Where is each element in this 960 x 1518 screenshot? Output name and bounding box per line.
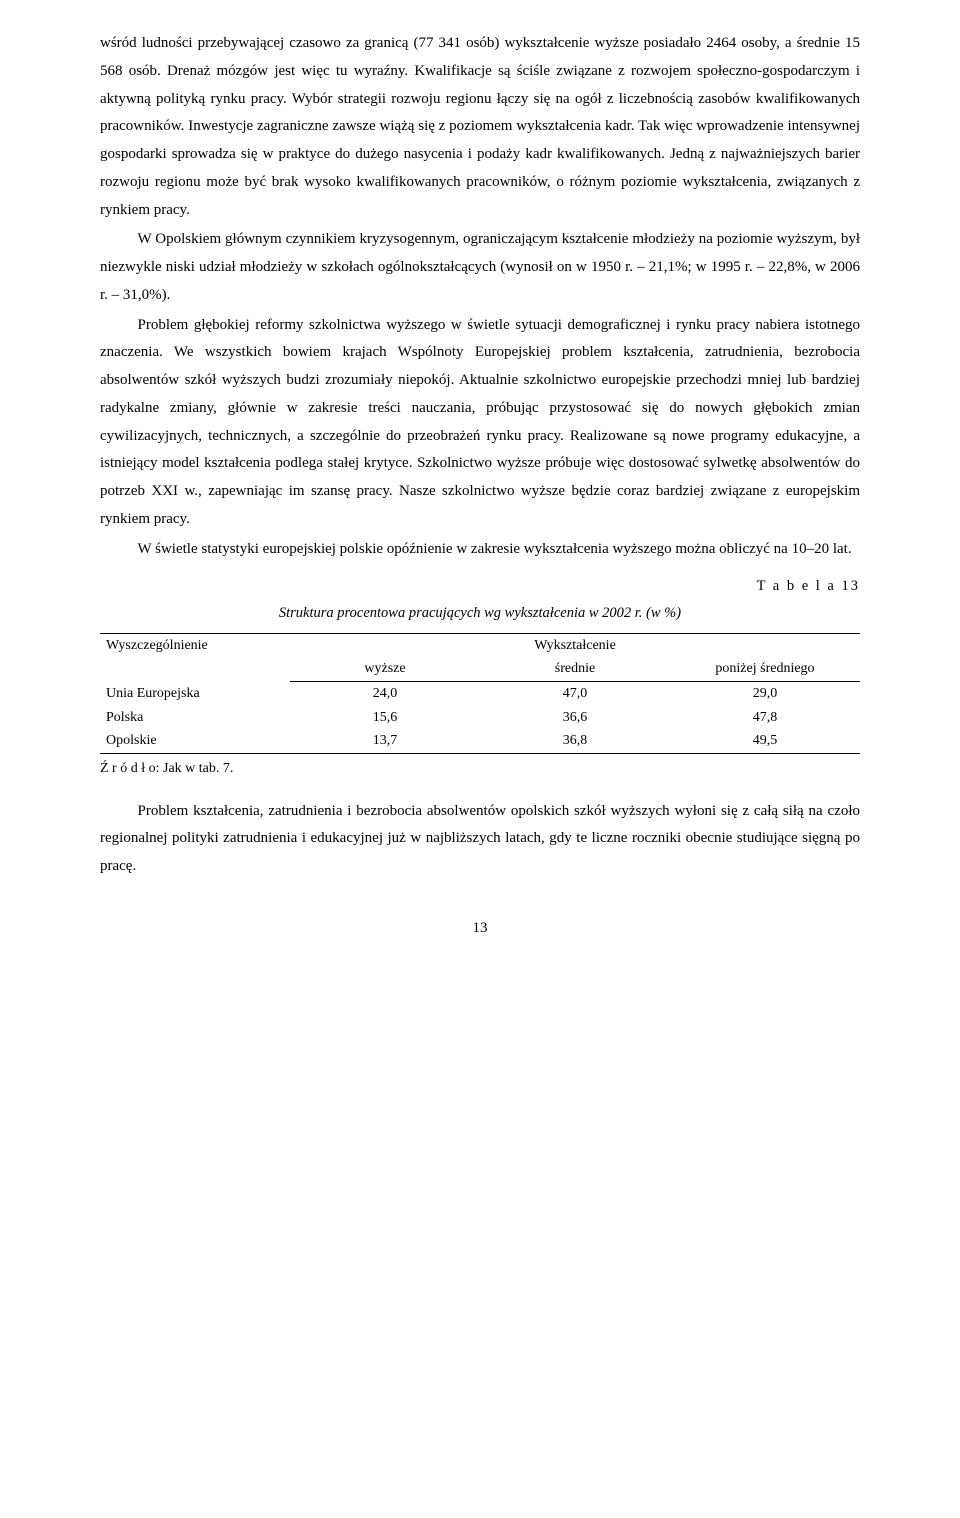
paragraph-1: wśród ludności przebywającej czasowo za … [100, 30, 860, 224]
cell: 47,0 [480, 682, 670, 706]
cell: 49,5 [670, 729, 860, 753]
row-label: Polska [100, 706, 290, 730]
cell: 36,8 [480, 729, 670, 753]
row-label: Opolskie [100, 729, 290, 753]
cell: 15,6 [290, 706, 480, 730]
paragraph-2: W Opolskiem głównym czynnikiem kryzysoge… [100, 226, 860, 309]
table-caption: Struktura procentowa pracujących wg wyks… [100, 600, 860, 627]
cell: 29,0 [670, 682, 860, 706]
cell: 36,6 [480, 706, 670, 730]
table-label: T a b e l a 13 [100, 573, 860, 600]
row-label: Unia Europejska [100, 682, 290, 706]
table-source: Ź r ó d ł o: Jak w tab. 7. [100, 756, 860, 782]
cell: 47,8 [670, 706, 860, 730]
education-table: Wyszczególnienie Wykształcenie wyższe śr… [100, 633, 860, 754]
cell: 24,0 [290, 682, 480, 706]
paragraph-3: Problem głębokiej reformy szkolnictwa wy… [100, 312, 860, 534]
cell: 13,7 [290, 729, 480, 753]
th-ponizej: poniżej średniego [670, 657, 860, 681]
th-wyzsze: wyższe [290, 657, 480, 681]
th-wyksztalcenie: Wykształcenie [290, 633, 860, 657]
page-number: 13 [100, 915, 860, 943]
th-srednie: średnie [480, 657, 670, 681]
th-wyszczegolnienie: Wyszczególnienie [100, 633, 290, 681]
paragraph-4: W świetle statystyki europejskiej polski… [100, 536, 860, 564]
paragraph-5: Problem kształcenia, zatrudnienia i bezr… [100, 798, 860, 881]
